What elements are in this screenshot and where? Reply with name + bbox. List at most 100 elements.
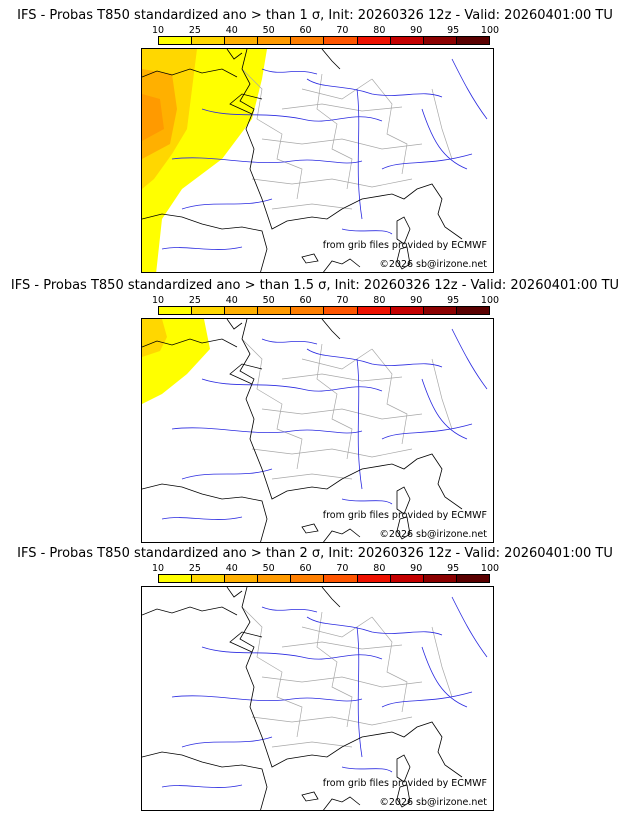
colorbar-swatch: [159, 307, 193, 314]
colorbar-tick-label: 40: [225, 295, 238, 306]
colorbar-swatch: [291, 37, 325, 44]
river-line: [356, 88, 363, 220]
colorbar-tick-label: 40: [225, 563, 238, 574]
coastline: [396, 246, 411, 270]
colorbar: [158, 306, 490, 315]
colorbar: [158, 574, 490, 583]
coastline: [229, 93, 263, 115]
probability-map: from grib files provided by ECMWF ©2026 …: [141, 48, 494, 273]
colorbar-swatch: [324, 575, 358, 582]
colorbar-swatch: [324, 37, 358, 44]
coastline: [301, 791, 319, 802]
colorbar-tick-label: 95: [447, 25, 460, 36]
coastline: [321, 319, 341, 340]
colorbar-swatch: [225, 307, 259, 314]
region-border: [251, 716, 413, 726]
coastline: [226, 319, 243, 330]
colorbar-tick-label: 95: [447, 563, 460, 574]
river-line: [306, 78, 443, 98]
coastline: [226, 587, 243, 598]
source-credit: from grib files provided by ECMWF: [322, 240, 487, 251]
colorbar-tick-label: 40: [225, 25, 238, 36]
colorbar-tick-label: 70: [336, 25, 349, 36]
region-border: [431, 88, 453, 160]
region-border: [281, 373, 403, 382]
colorbar-tick-label: 70: [336, 295, 349, 306]
region-border: [316, 611, 353, 728]
map-canvas: [142, 587, 488, 810]
colorbar: [158, 36, 490, 45]
colorbar-tick-label: 50: [262, 25, 275, 36]
map-canvas: [142, 319, 488, 542]
coastline: [142, 338, 238, 348]
region-border: [251, 178, 413, 188]
region-border: [301, 616, 373, 638]
coastline: [226, 49, 243, 60]
coastline: [396, 486, 411, 515]
region-border: [316, 343, 353, 460]
coastline: [323, 528, 361, 542]
coastline: [301, 523, 319, 534]
region-border: [241, 606, 303, 738]
region-border: [301, 348, 373, 370]
coastline: [396, 516, 411, 540]
region-border: [261, 676, 423, 688]
colorbar-swatch: [225, 575, 259, 582]
region-border: [371, 78, 408, 175]
river-line: [261, 68, 318, 75]
colorbar-swatch: [159, 37, 193, 44]
river-line: [171, 157, 363, 164]
coastline: [323, 258, 361, 272]
coastline: [142, 483, 268, 542]
region-border: [431, 626, 453, 698]
probability-area: [142, 319, 167, 357]
region-border: [371, 616, 408, 713]
coastline: [396, 784, 411, 808]
river-line: [201, 378, 383, 392]
colorbar-tick-label: 100: [480, 25, 500, 36]
colorbar-swatch: [225, 37, 259, 44]
colorbar-tick-label: 60: [299, 295, 312, 306]
coastline: [396, 754, 411, 783]
river-line: [261, 606, 318, 613]
coastline: [142, 68, 238, 78]
colorbar-swatch: [291, 307, 325, 314]
coastline: [142, 606, 238, 616]
river-line: [341, 498, 393, 505]
coastline: [142, 751, 268, 810]
colorbar-labels: 10 25 40 50 60 70 80 90 95 100: [152, 25, 499, 37]
map-panel-1: IFS - Probas T850 standardized ano > tha…: [0, 8, 630, 276]
panel-title: IFS - Probas T850 standardized ano > tha…: [17, 546, 613, 561]
copyright-credit: ©2026 sb@irizone.net: [379, 529, 487, 540]
river-line: [261, 338, 318, 345]
colorbar-tick-label: 70: [336, 563, 349, 574]
colorbar-labels: 10 25 40 50 60 70 80 90 95 100: [152, 563, 499, 575]
river-line: [421, 646, 468, 708]
colorbar-swatch: [324, 307, 358, 314]
colorbar-swatch: [456, 307, 489, 314]
region-border: [281, 641, 403, 650]
river-line: [451, 596, 488, 658]
colorbar-swatch: [423, 37, 457, 44]
colorbar-tick-label: 25: [188, 295, 201, 306]
region-border: [251, 448, 413, 458]
river-line: [181, 736, 273, 748]
river-line: [341, 228, 393, 235]
colorbar-swatch: [357, 37, 391, 44]
colorbar-tick-label: 10: [151, 25, 165, 36]
colorbar-tick-label: 10: [151, 295, 165, 306]
region-border: [371, 348, 408, 445]
map-panel-2: IFS - Probas T850 standardized ano > tha…: [0, 278, 630, 546]
panel-title: IFS - Probas T850 standardized ano > tha…: [10, 278, 620, 293]
colorbar-tick-label: 60: [299, 25, 312, 36]
river-line: [451, 58, 488, 120]
colorbar-swatch: [390, 575, 424, 582]
river-line: [181, 198, 273, 210]
copyright-credit: ©2026 sb@irizone.net: [379, 797, 487, 808]
river-line: [356, 626, 363, 758]
colorbar-tick-label: 95: [447, 295, 460, 306]
region-border: [271, 203, 353, 210]
colorbar-tick-label: 80: [373, 25, 386, 36]
colorbar-swatch: [291, 575, 325, 582]
colorbar-swatch: [357, 307, 391, 314]
